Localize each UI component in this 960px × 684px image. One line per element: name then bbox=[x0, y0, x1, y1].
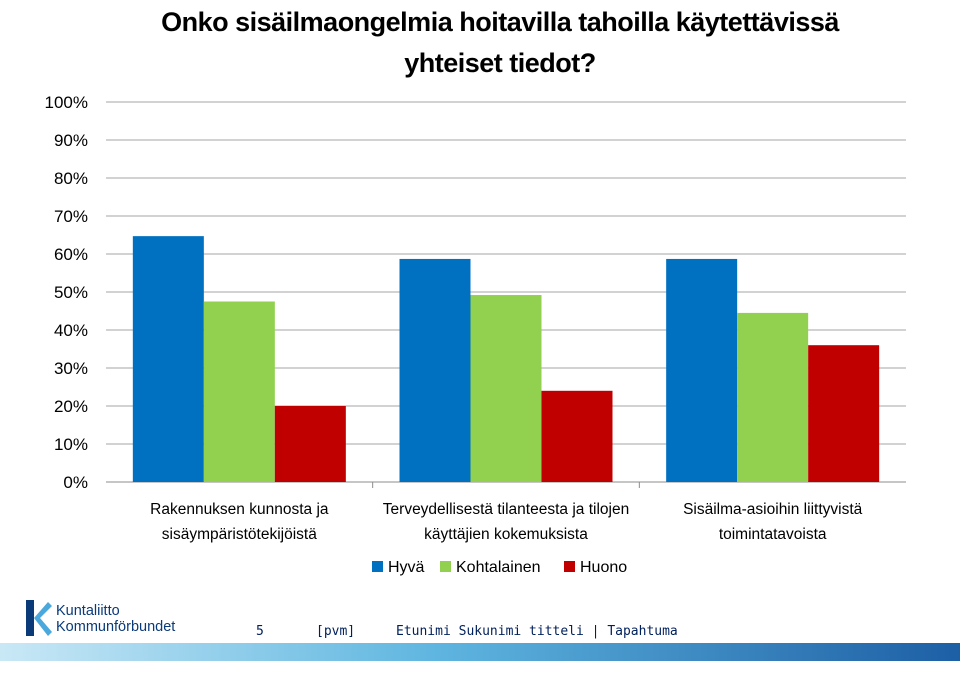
bars bbox=[132, 236, 880, 482]
y-tick-label: 10% bbox=[54, 435, 88, 454]
y-tick-label: 50% bbox=[54, 283, 88, 302]
bar-kohtalainen bbox=[470, 295, 542, 482]
category-labels: Rakennuksen kunnosta ja sisäympäristöteki… bbox=[150, 501, 862, 543]
legend-swatch-hyvä bbox=[372, 561, 383, 572]
bar-huono bbox=[541, 390, 613, 482]
y-tick-label: 70% bbox=[54, 207, 88, 226]
y-tick-label: 40% bbox=[54, 321, 88, 340]
category-label: Sisäilma-asioihin liittyvistä bbox=[683, 501, 863, 518]
kuntaliitto-logo-icon bbox=[26, 600, 52, 636]
y-tick-label: 80% bbox=[54, 169, 88, 188]
logo-text: Kuntaliitto Kommunförbundet bbox=[56, 603, 175, 635]
legend-swatch-kohtalainen bbox=[440, 561, 451, 572]
legend: Hyvä Kohtalainen Huono bbox=[372, 559, 627, 576]
category-label: sisäympäristötekijöistä bbox=[162, 526, 317, 543]
y-tick-label: 20% bbox=[54, 397, 88, 416]
bar-kohtalainen bbox=[737, 312, 809, 482]
y-axis-tick-labels: 0% 10% 20% 30% 40% 50% 60% 70% 80% 90% 100% bbox=[45, 93, 88, 492]
legend-label: Hyvä bbox=[388, 559, 425, 576]
footer-gradient-bar bbox=[0, 643, 960, 661]
bar-huono bbox=[808, 345, 880, 482]
bar-hyvä bbox=[132, 236, 204, 482]
chart-title-line-1: Onko sisäilmaongelmia hoitavilla tahoill… bbox=[161, 7, 839, 37]
y-tick-label: 100% bbox=[45, 93, 88, 112]
logo-line-2: Kommunförbundet bbox=[56, 619, 176, 635]
page-number: 5 bbox=[256, 624, 264, 639]
legend-swatch-huono bbox=[564, 561, 575, 572]
footer-presenter: Etunimi Sukunimi titteli | Tapahtuma bbox=[396, 624, 678, 639]
legend-label: Kohtalainen bbox=[456, 559, 541, 576]
footer-info: 5 [pvm] Etunimi Sukunimi titteli | Tapah… bbox=[256, 624, 678, 684]
footer-date: [pvm] bbox=[316, 624, 356, 639]
category-label: toimintatavoista bbox=[719, 526, 827, 543]
y-tick-label: 0% bbox=[63, 473, 88, 492]
y-tick-label: 30% bbox=[54, 359, 88, 378]
category-label: käyttäjien kokemuksista bbox=[424, 526, 588, 543]
bar-kohtalainen bbox=[203, 301, 275, 482]
bar-chart: 0% 10% 20% 30% 40% 50% 60% 70% 80% 90% 100% Rakenn… bbox=[45, 93, 906, 576]
logo-line-1: Kuntaliitto bbox=[56, 603, 120, 619]
bar-hyvä bbox=[666, 258, 738, 482]
category-label: Terveydellisestä tilanteesta ja tilojen bbox=[383, 501, 629, 518]
chart-title-line-2: yhteiset tiedot? bbox=[404, 48, 596, 78]
y-tick-label: 60% bbox=[54, 245, 88, 264]
chart-title: Onko sisäilmaongelmia hoitavilla tahoill… bbox=[0, 2, 960, 84]
category-label: Rakennuksen kunnosta ja bbox=[150, 501, 329, 518]
legend-label: Huono bbox=[580, 559, 627, 576]
bar-hyvä bbox=[399, 258, 471, 482]
y-tick-label: 90% bbox=[54, 131, 88, 150]
bar-huono bbox=[274, 406, 346, 482]
